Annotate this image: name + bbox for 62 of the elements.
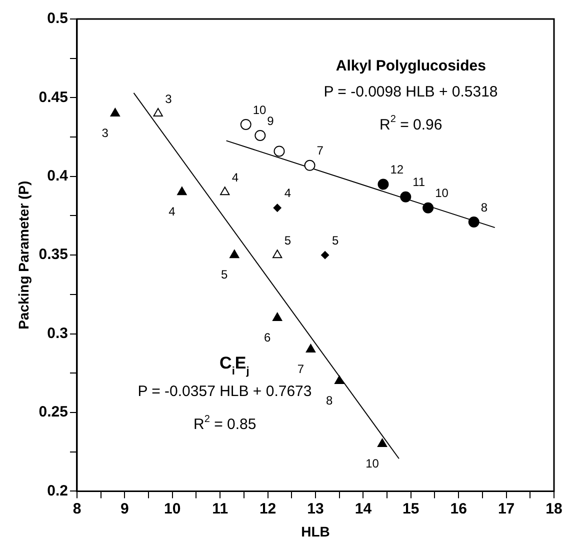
annotation: 10: [252, 102, 267, 117]
x-tick-label: 8: [72, 500, 82, 518]
point: [230, 250, 240, 258]
x-tick-label: 15: [402, 500, 420, 518]
y-tick-label: 0.4: [47, 168, 69, 185]
point: [468, 216, 480, 228]
annotation: 12: [390, 162, 404, 177]
point: [240, 118, 252, 130]
point: [377, 438, 388, 447]
point: [177, 186, 187, 196]
x-tick-label: 12: [259, 500, 276, 518]
annotation: 4: [168, 204, 176, 218]
point: [378, 178, 389, 190]
annotation: 7: [297, 362, 304, 376]
y-tick-label: 0.35: [38, 246, 68, 264]
annotation: 4: [232, 170, 239, 184]
x-tick-label: 11: [212, 500, 228, 518]
annotation: 7: [316, 144, 324, 158]
annotation: Alkyl Polyglucosides: [336, 57, 486, 74]
x-tick-label: 14: [354, 500, 372, 518]
point: [400, 191, 412, 202]
x-tick-label: 10: [164, 500, 181, 518]
annotation: 10: [435, 186, 449, 200]
y-tick-label: 0.2: [47, 482, 68, 500]
point: [422, 202, 434, 214]
x-tick-label: 13: [307, 500, 324, 518]
annotation: 3: [102, 126, 109, 140]
point: [274, 146, 285, 157]
annotation: 3: [165, 92, 172, 106]
annotation: 4: [284, 186, 292, 200]
point: [220, 186, 230, 196]
point: [254, 130, 266, 141]
point: [273, 204, 282, 212]
point: [306, 344, 316, 353]
annotation: P = -0.0098 HLB + 0.5318: [324, 83, 498, 100]
annotation: 5: [284, 233, 292, 248]
x-axis-title: HLB: [301, 523, 330, 540]
y-tick-label: 0.3: [47, 324, 68, 342]
x-tick-label: 17: [498, 500, 515, 518]
y-tick-label: 0.45: [38, 88, 68, 106]
annotation: 6: [264, 330, 271, 344]
x-tick-label: 16: [450, 500, 467, 518]
point: [272, 250, 282, 258]
annotation: 8: [326, 393, 334, 408]
y-axis-title: Packing Parameter (P): [15, 180, 32, 330]
annotation: 11: [412, 175, 426, 190]
point: [272, 312, 282, 322]
annotation: 5: [221, 267, 228, 282]
annotation: 9: [267, 114, 274, 128]
y-tick-label: 0.5: [47, 10, 68, 28]
point: [153, 108, 163, 116]
annotation: 5: [332, 233, 340, 248]
point: [110, 108, 120, 116]
point: [334, 376, 344, 384]
point: [304, 160, 316, 171]
x-tick-label: 18: [546, 500, 562, 518]
annotation: P = -0.0357 HLB + 0.7673: [138, 383, 312, 400]
annotation: 8: [480, 200, 488, 214]
x-tick-label: 9: [120, 500, 129, 518]
annotation: 10: [366, 456, 380, 470]
point: [321, 251, 330, 260]
y-tick-label: 0.25: [38, 404, 68, 421]
